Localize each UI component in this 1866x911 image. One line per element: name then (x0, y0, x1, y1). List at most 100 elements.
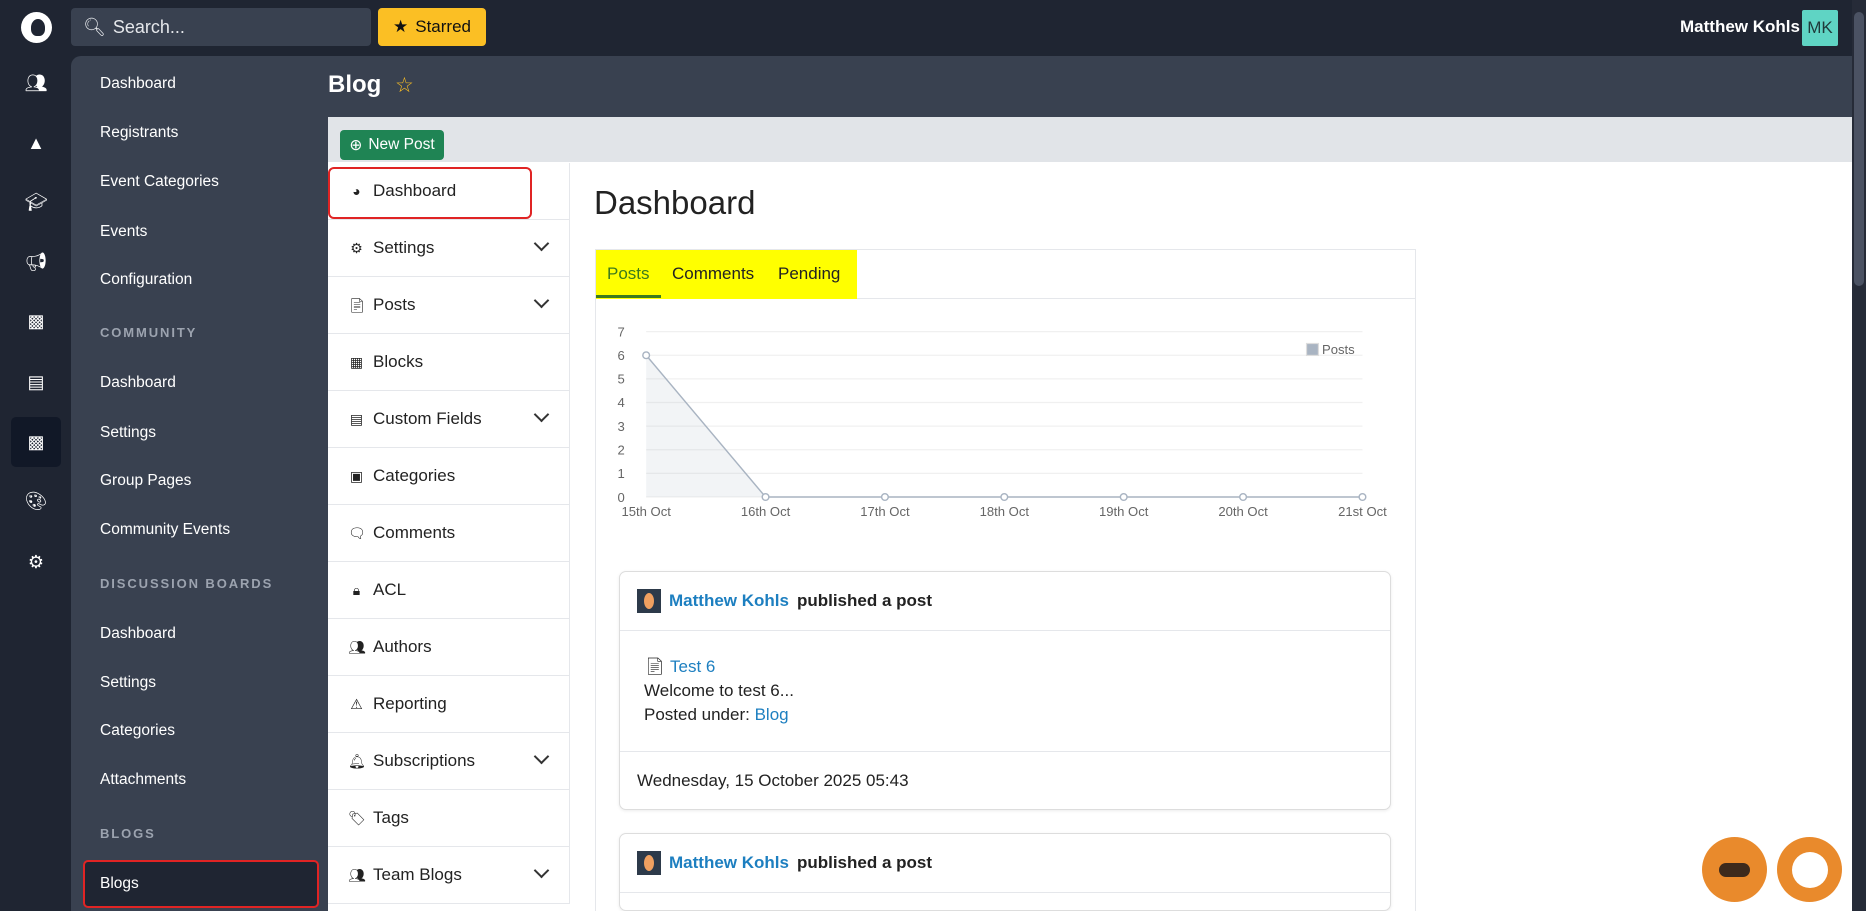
menu-custom-fields[interactable]: ▤ Custom Fields (328, 391, 569, 448)
legend-swatch (1305, 342, 1320, 357)
users-icon[interactable]: 👥︎ (24, 72, 48, 93)
tab-comments[interactable]: Comments (672, 264, 755, 283)
comment-icon[interactable]: ▩ (27, 431, 45, 452)
legend-label: Posts (1322, 342, 1355, 357)
post-date: Wednesday, 15 October 2025 05:43 (637, 770, 909, 790)
category-link[interactable]: Blog (754, 705, 789, 724)
archive-icon: ▣ (349, 467, 364, 484)
list-icon: ▤ (349, 410, 364, 427)
elephant-icon (1791, 851, 1828, 888)
user-name[interactable]: Matthew Kohls (1680, 17, 1800, 36)
chart-icon[interactable]: ▤ (27, 371, 45, 392)
star-icon: ★ (393, 17, 409, 36)
author-link[interactable]: Matthew Kohls (669, 591, 789, 610)
graduation-cap-icon[interactable]: 🎓︎ (24, 191, 48, 212)
nav-blogs[interactable]: Blogs (100, 875, 139, 892)
menu-settings[interactable]: ⚙ Settings (328, 220, 569, 277)
data-point (761, 492, 770, 502)
y-tick-label: 4 (617, 395, 624, 410)
file-icon: 📄︎ (348, 296, 366, 313)
menu-blocks[interactable]: ▦ Blocks (328, 334, 569, 391)
menu-team-blogs[interactable]: 👥︎ Team Blogs (328, 847, 569, 904)
nav-event-categories[interactable]: Event Categories (100, 173, 219, 190)
bell-icon: 🔔︎ (348, 752, 366, 769)
search-input[interactable]: 🔍︎ Search... (71, 8, 371, 46)
scrollbar-thumb[interactable] (1854, 12, 1864, 286)
nav-community-events[interactable]: Community Events (100, 521, 231, 538)
data-point (1119, 492, 1128, 502)
menu-posts[interactable]: 📄︎ Posts (328, 277, 569, 334)
tabs-highlight (596, 250, 857, 299)
nav-registrants[interactable]: Registrants (100, 124, 179, 141)
menu-categories[interactable]: ▣ Categories (328, 448, 569, 505)
nav-discussion-settings[interactable]: Settings (100, 674, 157, 691)
tabs-card (595, 249, 1416, 911)
data-point (642, 351, 651, 360)
chevron-down-icon (533, 292, 550, 309)
menu-tags[interactable]: 🏷︎ Tags (328, 790, 569, 847)
data-point (1358, 492, 1367, 502)
star-outline-icon[interactable]: ☆ (395, 74, 414, 97)
activity-card: Matthew Kohls published a post (619, 833, 1391, 911)
dashboard-icon: ◕ (352, 183, 361, 199)
dashboard-heading: Dashboard (594, 184, 756, 221)
menu-reporting[interactable]: ⚠ Reporting (328, 676, 569, 733)
y-tick-label: 6 (617, 348, 624, 363)
author-avatar (637, 851, 661, 875)
starred-button[interactable]: ★ Starred (378, 8, 486, 46)
nav-configuration[interactable]: Configuration (100, 271, 193, 288)
nav-discussion-dashboard[interactable]: Dashboard (100, 625, 176, 642)
x-tick-label: 17th Oct (860, 504, 910, 519)
money-icon[interactable]: ▩ (27, 310, 45, 331)
comments-icon: 🗨︎ (348, 524, 366, 541)
logo-icon[interactable] (21, 12, 52, 43)
menu-dashboard[interactable]: ◕ Dashboard (328, 163, 569, 220)
chevron-down-icon (533, 748, 550, 765)
toolbar (328, 117, 1852, 162)
blogs-active-highlight (83, 860, 319, 908)
author-avatar (637, 589, 661, 613)
rail-active-bg (11, 417, 61, 467)
menu-acl[interactable]: 🔒︎ ACL (328, 562, 569, 619)
chevron-down-icon (533, 862, 550, 879)
blog-menu: ◕ Dashboard ⚙ Settings 📄︎ Posts ▦ Blocks ▤ Cu… (328, 163, 570, 904)
avatar[interactable]: MK (1802, 10, 1838, 46)
nav-attachments[interactable]: Attachments (100, 771, 187, 788)
shapes-icon[interactable]: ▲ (27, 132, 45, 153)
gear-icon[interactable]: ⚙ (27, 551, 45, 572)
search-icon: 🔍︎ (83, 16, 106, 37)
x-tick-label: 20th Oct (1218, 504, 1268, 519)
menu-subscriptions[interactable]: 🔔︎ Subscriptions (328, 733, 569, 790)
nav-dashboard[interactable]: Dashboard (100, 75, 176, 92)
nav-events[interactable]: Events (100, 223, 148, 240)
megaphone-icon[interactable]: 📢︎ (24, 251, 48, 272)
y-tick-label: 5 (617, 372, 624, 387)
tab-posts[interactable]: Posts (607, 264, 650, 283)
nav-community-dashboard[interactable]: Dashboard (100, 374, 176, 391)
x-tick-label: 21st Oct (1338, 504, 1387, 519)
series-area (646, 355, 1363, 498)
nav-discussion-categories[interactable]: Categories (100, 722, 175, 739)
assistant-button[interactable] (1777, 837, 1842, 902)
nav-heading-blogs: BLOGS (100, 826, 156, 841)
data-point (1000, 492, 1009, 502)
gear-icon: ⚙ (350, 239, 363, 256)
author-link[interactable]: Matthew Kohls (669, 853, 789, 872)
tab-pending[interactable]: Pending (778, 264, 841, 283)
palette-icon[interactable]: 🎨︎ (24, 490, 48, 511)
chevron-down-icon (533, 406, 550, 423)
chat-button[interactable] (1702, 837, 1767, 902)
nav-heading-discussion: DISCUSSION BOARDS (100, 576, 274, 591)
menu-comments[interactable]: 🗨︎ Comments (328, 505, 569, 562)
nav-group-pages[interactable]: Group Pages (100, 472, 192, 489)
post-title-link[interactable]: Test 6 (670, 657, 716, 676)
x-tick-label: 18th Oct (980, 504, 1030, 519)
x-tick-label: 19th Oct (1099, 504, 1149, 519)
y-tick-label: 2 (617, 443, 624, 458)
cubes-icon: ▦ (349, 353, 364, 370)
data-point (1239, 492, 1248, 502)
new-post-button[interactable]: ⊕ New Post (340, 130, 444, 160)
nav-community-settings[interactable]: Settings (100, 424, 157, 441)
menu-authors[interactable]: 👥︎ Authors (328, 619, 569, 676)
chat-icon (1719, 862, 1750, 877)
